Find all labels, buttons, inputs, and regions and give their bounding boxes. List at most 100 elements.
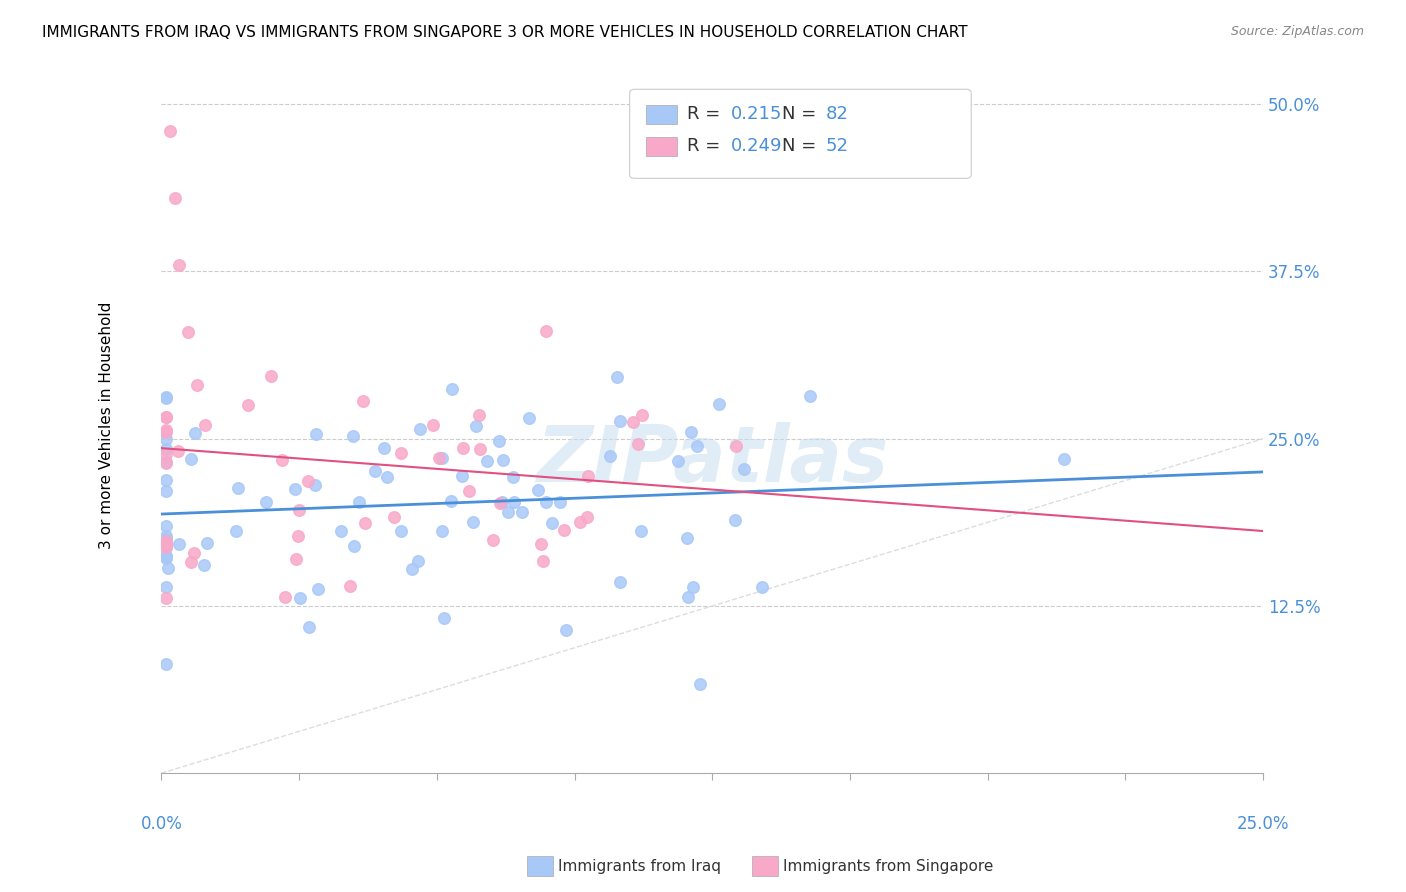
Point: [733, 462, 755, 476]
Point: [534, 324, 557, 338]
Point: [155, 518, 177, 533]
Point: [155, 483, 177, 498]
Point: [482, 533, 505, 547]
Point: [180, 452, 202, 467]
Point: [155, 410, 177, 425]
Point: [260, 368, 283, 383]
Text: 0.0%: 0.0%: [141, 815, 183, 833]
Text: 3 or more Vehicles in Household: 3 or more Vehicles in Household: [98, 301, 114, 549]
Point: [364, 464, 387, 478]
Point: [631, 408, 654, 422]
Point: [155, 549, 177, 564]
Point: [155, 551, 177, 566]
FancyBboxPatch shape: [647, 104, 678, 124]
Point: [530, 537, 553, 551]
Point: [686, 439, 709, 453]
Point: [155, 423, 177, 437]
Point: [225, 524, 247, 538]
Point: [159, 124, 181, 138]
Point: [288, 591, 311, 605]
Point: [576, 468, 599, 483]
Point: [304, 478, 326, 492]
Point: [343, 539, 366, 553]
Point: [488, 495, 510, 509]
Point: [384, 510, 406, 524]
Point: [352, 394, 374, 409]
Point: [510, 505, 533, 519]
Point: [183, 546, 205, 560]
Point: [347, 495, 370, 509]
Point: [180, 555, 202, 569]
Point: [427, 450, 450, 465]
Point: [270, 453, 292, 467]
Point: [155, 541, 177, 555]
Point: [488, 434, 510, 448]
Point: [155, 528, 177, 542]
Text: N =: N =: [782, 105, 821, 123]
Point: [465, 419, 488, 434]
Point: [430, 524, 453, 538]
Point: [531, 554, 554, 568]
Point: [681, 425, 703, 439]
Point: [285, 552, 308, 566]
Point: [432, 451, 454, 466]
Point: [155, 537, 177, 551]
FancyBboxPatch shape: [647, 136, 678, 156]
Point: [689, 676, 711, 690]
Point: [609, 575, 631, 590]
Point: [287, 529, 309, 543]
Point: [477, 453, 499, 467]
Point: [330, 524, 353, 539]
Point: [451, 469, 474, 483]
Text: IMMIGRANTS FROM IRAQ VS IMMIGRANTS FROM SINGAPORE 3 OR MORE VEHICLES IN HOUSEHOL: IMMIGRANTS FROM IRAQ VS IMMIGRANTS FROM …: [42, 25, 967, 40]
Point: [707, 397, 730, 411]
Point: [339, 579, 361, 593]
Point: [155, 580, 177, 594]
Text: ZIPatlas: ZIPatlas: [536, 422, 889, 498]
Point: [491, 495, 513, 509]
Point: [527, 483, 550, 498]
Point: [226, 481, 249, 495]
Point: [609, 414, 631, 428]
Point: [621, 415, 644, 429]
Point: [555, 623, 578, 637]
Point: [342, 429, 364, 443]
Point: [195, 536, 218, 550]
Text: 82: 82: [825, 105, 849, 123]
Point: [163, 191, 186, 205]
FancyBboxPatch shape: [630, 89, 972, 178]
Point: [155, 456, 177, 470]
Point: [517, 410, 540, 425]
Text: 52: 52: [825, 137, 849, 155]
Point: [373, 442, 395, 456]
Point: [666, 454, 689, 468]
Text: 25.0%: 25.0%: [1237, 815, 1289, 833]
Point: [167, 258, 190, 272]
Point: [194, 418, 217, 433]
Point: [468, 442, 491, 456]
Point: [155, 473, 177, 487]
Point: [155, 390, 177, 404]
Point: [409, 421, 432, 435]
Point: [569, 515, 592, 529]
Point: [461, 515, 484, 529]
Point: [155, 447, 177, 461]
Text: N =: N =: [782, 137, 821, 155]
Point: [169, 537, 191, 551]
Point: [184, 426, 207, 441]
Point: [451, 441, 474, 455]
Point: [155, 454, 177, 468]
Point: [432, 610, 454, 624]
Point: [155, 425, 177, 440]
Point: [799, 389, 821, 403]
Point: [751, 580, 773, 594]
Point: [725, 439, 748, 453]
Point: [375, 470, 398, 484]
Point: [155, 442, 177, 457]
Text: 0.215: 0.215: [731, 105, 782, 123]
Point: [682, 580, 704, 594]
Point: [1053, 452, 1076, 467]
Point: [548, 495, 571, 509]
Point: [605, 370, 627, 384]
Point: [155, 409, 177, 424]
